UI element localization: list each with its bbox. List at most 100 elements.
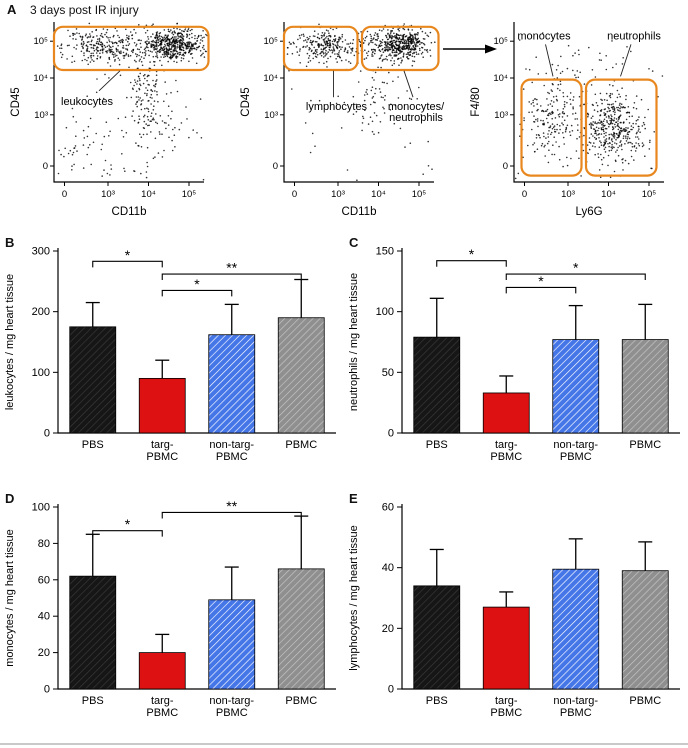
- significance-bracket: [92, 260, 163, 268]
- bar-non-targ-PBMC: [552, 568, 600, 690]
- y-tick-label: 300: [32, 246, 50, 258]
- panel-d: D 0 20 40 60 80 100 PBS targ- PBMC non-targ- PBMC P…: [0, 489, 344, 745]
- y-axis-label: lymphocytes / mg heart tissue: [348, 525, 360, 671]
- significance-stars: *: [573, 260, 579, 276]
- x-tick-label: 0: [62, 189, 67, 200]
- x-tick-label: 10⁵: [182, 189, 197, 200]
- y-tick-label: 100: [32, 502, 50, 514]
- x-axis-label: CD11b: [112, 206, 147, 218]
- significance-stars: **: [226, 498, 237, 514]
- x-axis-label: Ly6G: [575, 206, 602, 218]
- flow-plot-svg-2: 0 10³ 10⁴ 10⁵ 0 10³ 10⁴ 10⁵ CD11b CD45 lymphocytes…: [240, 22, 445, 218]
- flow-plot-monocyte-neutrophil-gate: 0 10³ 10⁴ 10⁵ 0 10³ 10⁴ 10⁵ Ly6G F4/80 monocytes ne…: [466, 14, 688, 233]
- y-tick-label: 40: [38, 611, 50, 623]
- flow-plot-svg-1: 0 10³ 10⁴ 10⁵ 0 10³ 10⁴ 10⁵ CD11b CD45 leukocytes: [10, 22, 210, 218]
- y-tick-label: 0: [43, 161, 48, 172]
- y-axis-label: CD45: [240, 87, 252, 116]
- x-category-label: targ-: [151, 695, 174, 707]
- x-category-label: PBMC: [560, 451, 592, 463]
- x-category-label: PBS: [426, 695, 448, 707]
- bar-PBMC: [621, 339, 669, 434]
- y-tick-label: 0: [44, 428, 50, 440]
- panel-e-chart: 0 20 40 60 PBS targ- PBMC non-targ- PBMC PBMC lymp…: [344, 491, 688, 748]
- gate-label: lymphocytes: [306, 101, 368, 113]
- significance-bracket: [505, 273, 646, 281]
- y-tick-label: 10⁴: [493, 73, 508, 84]
- x-tick-label: 10³: [561, 189, 575, 200]
- significance-stars: *: [125, 247, 131, 263]
- x-tick-label: 0: [522, 189, 527, 200]
- x-category-label: PBMC: [146, 451, 178, 463]
- panel-b-label: B: [5, 235, 15, 250]
- x-category-label: PBMC: [490, 451, 522, 463]
- y-tick-label: 0: [388, 684, 394, 696]
- x-category-label: PBMC: [285, 695, 317, 707]
- significance-bracket: [436, 260, 507, 267]
- bar-targ-PBMC: [482, 606, 530, 690]
- x-category-label: targ-: [151, 439, 174, 451]
- y-tick-label: 0: [44, 684, 50, 696]
- y-axis-label: leukocytes / mg heart tissue: [4, 274, 16, 410]
- y-tick-label: 40: [382, 562, 394, 574]
- x-tick-label: 10⁵: [642, 189, 657, 200]
- y-axis-label: monocytes / mg heart tissue: [4, 529, 16, 667]
- plot-axes: [513, 22, 664, 183]
- panel-c-chart: 0 50 100 150 PBS targ- PBMC non-targ- PBMC PBMC * *…: [344, 235, 688, 492]
- x-category-label: targ-: [495, 695, 518, 707]
- y-tick-label: 60: [382, 502, 394, 514]
- y-axis-label: F4/80: [470, 87, 482, 116]
- panel-c-label: C: [349, 235, 359, 250]
- x-category-label: non-targ-: [553, 695, 598, 707]
- x-tick-label: 10⁴: [141, 189, 156, 200]
- panel-a: A 3 days post IR injury 0 10³ 10⁴ 10⁵ 0 10³ 10…: [0, 0, 688, 233]
- y-axis-label: neutrophils / mg heart tissue: [348, 273, 360, 411]
- gate-label: neutrophils: [389, 112, 443, 124]
- bar-PBMC: [277, 568, 325, 690]
- x-category-label: PBS: [426, 439, 448, 451]
- y-tick-label: 150: [376, 246, 394, 258]
- panel-d-chart: 0 20 40 60 80 100 PBS targ- PBMC non-targ- PBMC PBM…: [0, 491, 344, 748]
- flow-plot-leukocyte-gate: 0 10³ 10⁴ 10⁵ 0 10³ 10⁴ 10⁵ CD11b CD45 leukocytes: [6, 14, 228, 233]
- y-tick-label: 100: [376, 306, 394, 318]
- significance-stars: *: [125, 516, 131, 532]
- x-tick-label: 10⁴: [601, 189, 616, 200]
- x-tick-label: 10⁴: [371, 189, 386, 200]
- bar-PBS: [69, 326, 117, 434]
- plot-axes: [283, 22, 434, 183]
- panel-e: E 0 20 40 60 PBS targ- PBMC non-targ- PBMC PBMC ly…: [344, 489, 688, 745]
- x-category-label: non-targ-: [209, 439, 254, 451]
- x-category-label: non-targ-: [209, 695, 254, 707]
- arrow-icon: [443, 44, 497, 54]
- x-category-label: PBS: [82, 695, 104, 707]
- bar-PBS: [69, 575, 117, 690]
- x-category-label: PBMC: [216, 707, 248, 719]
- y-tick-label: 10³: [494, 110, 508, 121]
- gate-lymphocytes: [282, 25, 359, 72]
- bar-PBMC: [277, 317, 325, 434]
- panel-c: C 0 50 100 150 PBS targ- PBMC non-targ- PBMC PBMC…: [344, 233, 688, 489]
- significance-stars: *: [538, 273, 544, 289]
- y-tick-label: 10⁵: [493, 36, 508, 47]
- bar-panel-grid: B 0 100 200 300 PBS targ- PBMC non-targ- PBMC PBM…: [0, 233, 688, 745]
- y-tick-label: 20: [382, 623, 394, 635]
- bar-targ-PBMC: [138, 377, 186, 434]
- gate-label: monocytes/: [388, 101, 445, 113]
- panel-b: B 0 100 200 300 PBS targ- PBMC non-targ- PBMC PBM…: [0, 233, 344, 489]
- bar-targ-PBMC: [138, 652, 186, 690]
- x-category-label: PBMC: [629, 439, 661, 451]
- gate-neutrophils: [584, 78, 658, 177]
- x-category-label: PBMC: [490, 707, 522, 719]
- scatter-dots: [514, 32, 664, 180]
- x-category-label: PBMC: [560, 707, 592, 719]
- gate-monocytes: [360, 25, 440, 72]
- x-category-label: PBMC: [629, 695, 661, 707]
- y-tick-label: 10⁴: [263, 73, 278, 84]
- x-tick-label: 10⁵: [412, 189, 427, 200]
- gate-label: monocytes: [517, 31, 571, 43]
- bar-PBS: [413, 336, 461, 434]
- x-category-label: non-targ-: [553, 439, 598, 451]
- gate-monocytes: [520, 78, 583, 177]
